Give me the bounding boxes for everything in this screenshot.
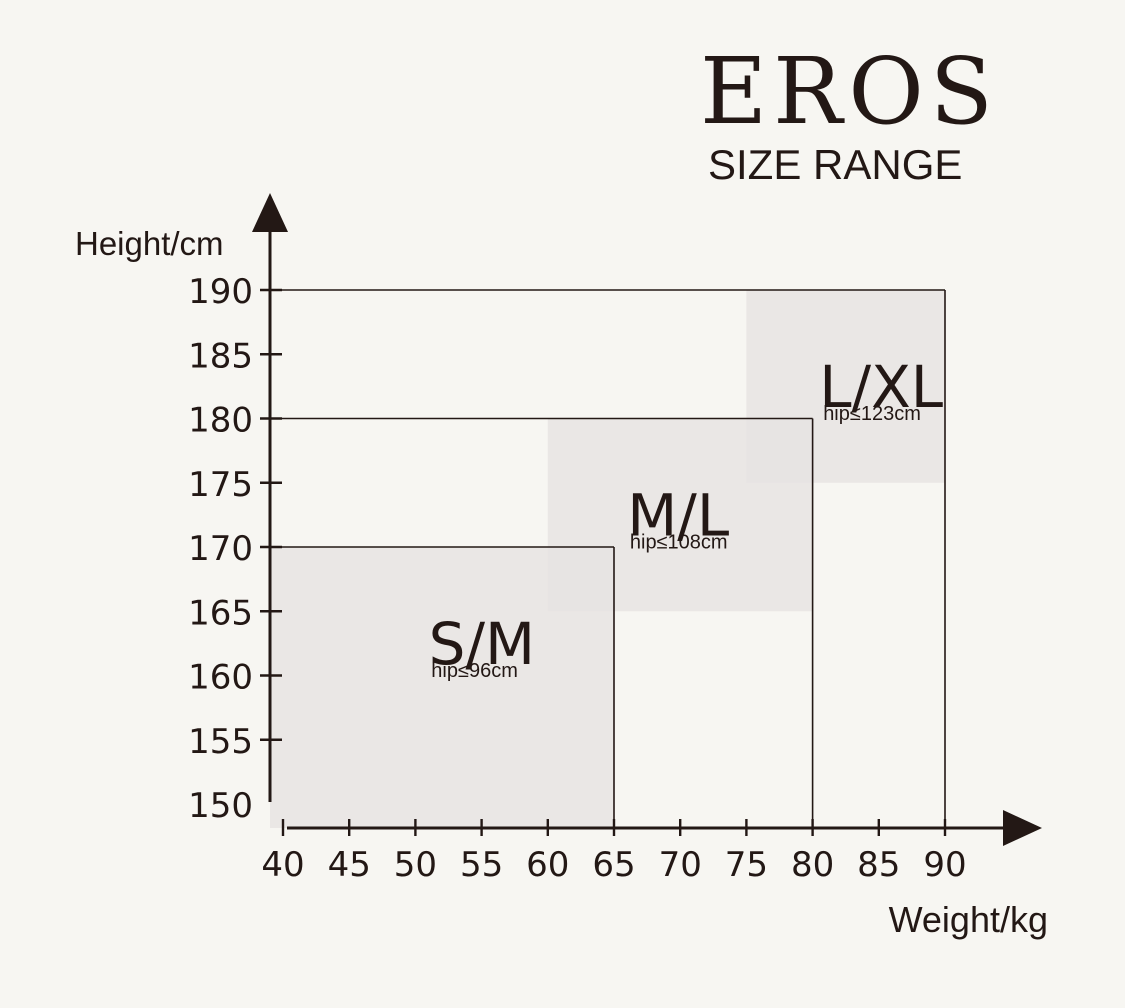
y-tick-label-175: 175 [188, 465, 253, 505]
size-label-s-m: S/M [429, 610, 535, 678]
y-tick-label-170: 170 [188, 529, 253, 569]
hip-note-l-xl: hip≤123cm [823, 403, 921, 425]
hip-note-m-l: hip≤108cm [630, 531, 728, 553]
x-tick-label-80: 80 [791, 845, 834, 885]
x-tick-label-50: 50 [394, 845, 437, 885]
size-label-m-l: M/L [627, 481, 729, 549]
y-tick-label-165: 165 [188, 593, 253, 633]
y-tick-label-185: 185 [188, 336, 253, 376]
y-axis-label: Height/cm [75, 225, 224, 262]
x-tick-label-60: 60 [526, 845, 569, 885]
x-tick-label-40: 40 [261, 845, 304, 885]
y-tick-label-155: 155 [188, 722, 253, 762]
y-tick-label-190: 190 [188, 272, 253, 312]
x-tick-label-65: 65 [592, 845, 635, 885]
size-regions [270, 290, 945, 828]
x-tick-label-45: 45 [328, 845, 371, 885]
chart-axes [252, 193, 1042, 846]
y-tick-label-180: 180 [188, 401, 253, 441]
brand-logo: EROS [700, 38, 999, 145]
y-axis-arrow [252, 193, 288, 232]
size-label-l-xl: L/XL [819, 353, 943, 421]
x-tick-label-90: 90 [923, 845, 966, 885]
x-axis-arrow [1003, 810, 1042, 846]
x-tick-label-75: 75 [725, 845, 768, 885]
chart-title: SIZE RANGE [708, 141, 963, 188]
x-axis-label: Weight/kg [889, 899, 1048, 940]
y-tick-label-150: 150 [188, 786, 253, 826]
x-tick-label-55: 55 [460, 845, 503, 885]
y-tick-label-160: 160 [188, 658, 253, 698]
hip-note-s-m: hip≤96cm [431, 660, 518, 682]
y-axis-ticks: 150 155 160 165 170 175 180 185 190 [188, 272, 282, 826]
size-region-l-xl [746, 290, 945, 483]
x-tick-label-85: 85 [857, 845, 900, 885]
brand-header: EROS SIZE RANGE [0, 0, 1125, 200]
x-axis-ticks: 40 45 50 55 60 65 70 75 80 85 90 [261, 819, 967, 885]
size-boundary-lines [270, 289, 946, 828]
x-tick-label-70: 70 [659, 845, 702, 885]
